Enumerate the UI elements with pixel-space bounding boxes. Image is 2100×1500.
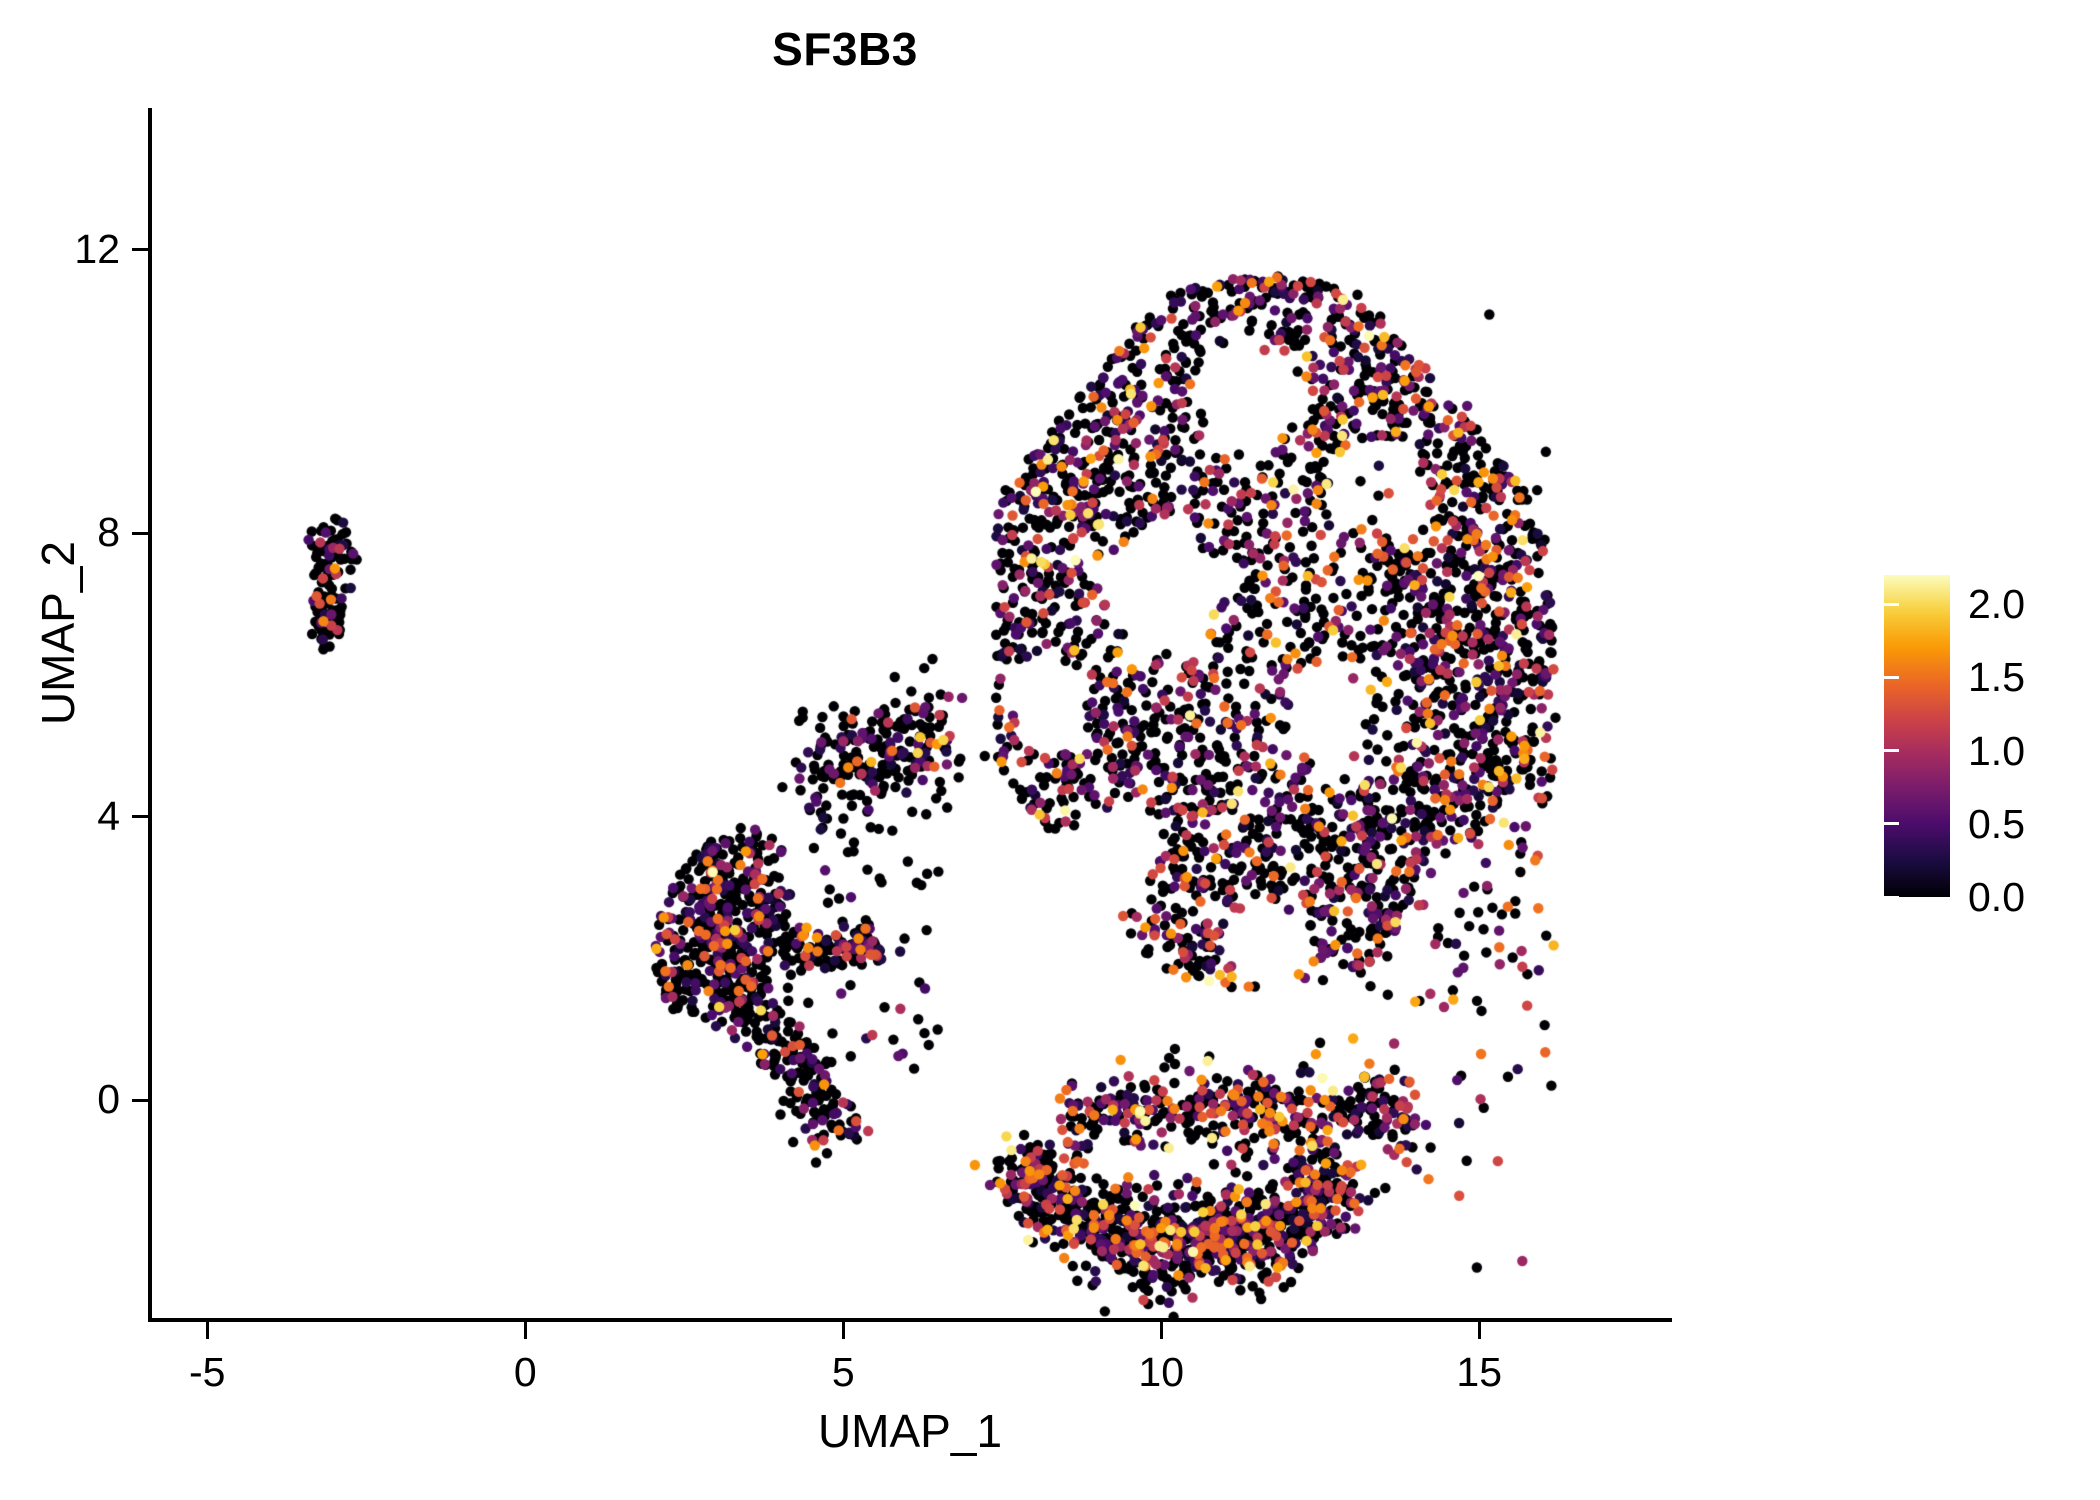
scatter-plot-canvas [150, 108, 1670, 1320]
x-tick-label: 10 [1138, 1349, 1184, 1395]
legend-tick-label: 2.0 [1968, 581, 2025, 628]
legend-tick-mark [1884, 602, 1899, 606]
legend-tick-mark [1869, 895, 1884, 899]
legend-tick-mark [1884, 895, 1899, 899]
y-tick-mark [132, 248, 148, 252]
legend-tick-mark [1869, 602, 1884, 606]
y-tick-mark [132, 1098, 148, 1102]
legend-colorbar [1884, 575, 1950, 897]
y-tick-label: 12 [74, 225, 120, 272]
y-tick-mark [132, 815, 148, 819]
x-tick-label: -5 [189, 1349, 226, 1395]
plot-panel [150, 108, 1670, 1320]
x-tick-label: 0 [513, 1349, 537, 1395]
page-title: SF3B3 [772, 23, 918, 75]
x-tick-mark [205, 1322, 209, 1339]
legend-tick-label: 0.0 [1968, 874, 2025, 920]
x-tick-mark [1159, 1322, 1163, 1339]
legend-tick-label: 1.5 [1968, 654, 2025, 701]
legend-tick-mark [1884, 822, 1899, 826]
legend-tick-label: 0.5 [1968, 800, 2025, 847]
x-axis-title: UMAP_1 [817, 1405, 1003, 1457]
x-tick-label: 5 [831, 1349, 855, 1395]
x-tick-mark [841, 1322, 845, 1339]
legend-tick-mark [1869, 749, 1884, 753]
legend-tick-mark [1869, 675, 1884, 679]
x-tick-mark [523, 1322, 527, 1339]
y-axis-line [148, 108, 152, 1320]
y-tick-label: 4 [97, 792, 120, 839]
legend-tick-mark [1884, 749, 1899, 753]
x-tick-mark [1477, 1322, 1481, 1339]
x-axis-line [148, 1318, 1672, 1322]
x-tick-label: 15 [1456, 1349, 1502, 1395]
legend-tick-label: 1.0 [1968, 727, 2025, 774]
y-axis-title: UMAP_2 [32, 540, 84, 726]
y-tick-label: 0 [97, 1076, 120, 1123]
y-tick-label: 8 [97, 509, 120, 556]
y-tick-mark [132, 531, 148, 535]
legend-tick-mark [1869, 822, 1884, 826]
legend-tick-mark [1884, 675, 1899, 679]
